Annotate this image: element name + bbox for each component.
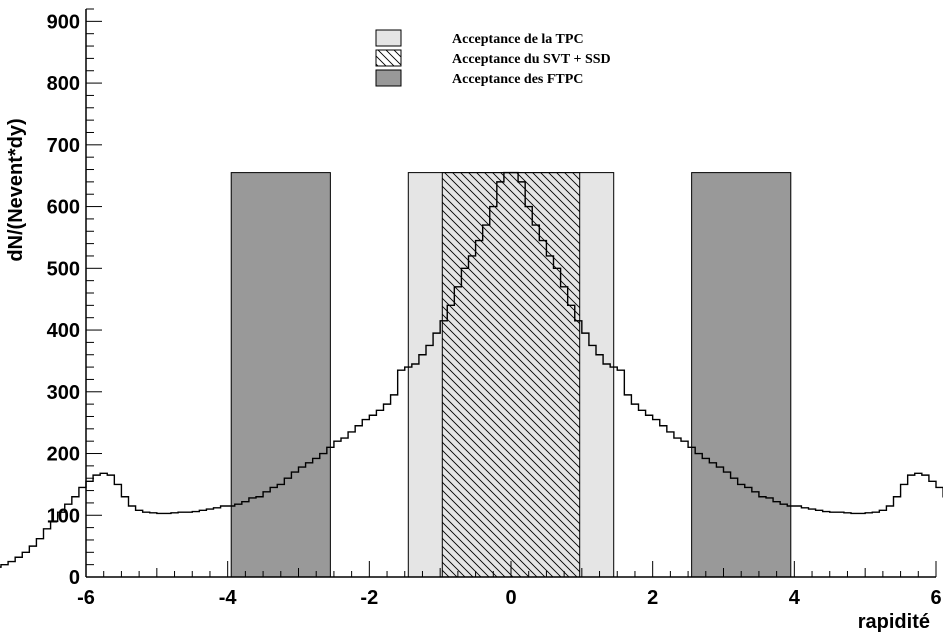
x-axis-title: rapidité — [858, 611, 930, 633]
histogram — [0, 171, 943, 568]
y-tick-label: 700 — [47, 135, 80, 157]
y-tick-label: 100 — [47, 505, 80, 527]
x-tick-label: -6 — [77, 587, 95, 609]
legend-swatch-tpc — [375, 29, 402, 47]
axes — [85, 8, 937, 578]
legend: Acceptance de la TPC Acceptance du SVT +… — [375, 29, 611, 87]
tick-labels: -6 -4 -2 0 2 4 6 0 100 200 300 400 500 600 700 800 900 — [47, 11, 942, 609]
legend-label-tpc: Acceptance de la TPC — [452, 32, 584, 47]
x-tick-label: 4 — [789, 587, 801, 609]
x-tick-label: -4 — [219, 587, 238, 609]
acceptance-region-2 — [230, 172, 331, 578]
y-tick-label: 300 — [47, 382, 80, 404]
y-tick-label: 600 — [47, 197, 80, 219]
acceptance-region-1 — [441, 172, 581, 578]
y-tick-label: 500 — [47, 258, 80, 280]
y-axis-title: dN/(Nevent*dy) — [5, 118, 27, 261]
legend-label-svt: Acceptance du SVT + SSD — [452, 52, 611, 67]
y-tick-label: 900 — [47, 11, 80, 33]
x-tick-label: 6 — [930, 587, 941, 609]
acceptance-regions — [230, 172, 792, 578]
y-tick-label: 200 — [47, 444, 80, 466]
x-tick-label: 2 — [647, 587, 658, 609]
y-tick-label: 800 — [47, 73, 80, 95]
x-tick-label: 0 — [505, 587, 516, 609]
legend-swatch-svt — [375, 49, 402, 67]
y-tick-label: 400 — [47, 320, 80, 342]
legend-swatch-ftpc — [375, 69, 402, 87]
x-tick-label: -2 — [360, 587, 378, 609]
y-tick-label: 0 — [69, 567, 80, 589]
acceptance-region-3 — [691, 172, 792, 578]
legend-label-ftpc: Acceptance des FTPC — [452, 72, 583, 87]
histogram-line — [0, 171, 943, 568]
